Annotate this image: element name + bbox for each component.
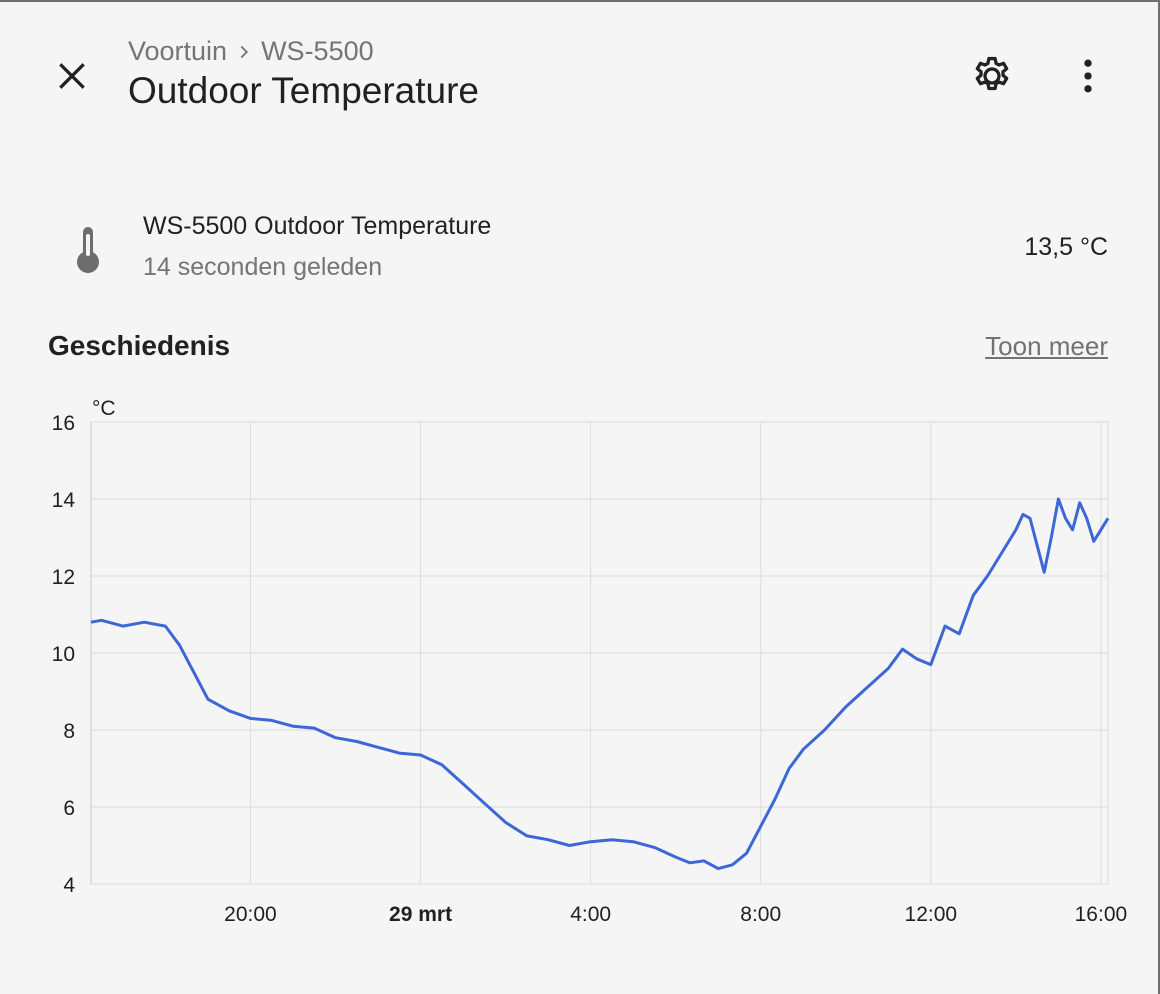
breadcrumb: Voortuin WS-5500 bbox=[128, 36, 374, 67]
x-tick-label: 12:00 bbox=[905, 903, 958, 926]
dialog-title: Outdoor Temperature bbox=[128, 70, 480, 111]
x-tick-label: 20:00 bbox=[224, 903, 277, 926]
show-more-link[interactable]: Toon meer bbox=[985, 331, 1108, 361]
x-tick-label: 4:00 bbox=[570, 903, 611, 926]
gear-icon bbox=[975, 56, 1009, 91]
y-axis-unit-label: °C bbox=[92, 397, 116, 420]
y-tick-label: 8 bbox=[63, 720, 75, 743]
chevron-right-icon bbox=[240, 45, 249, 58]
x-tick-label: 29 mrt bbox=[389, 903, 452, 926]
y-tick-label: 10 bbox=[52, 643, 75, 666]
close-button[interactable] bbox=[48, 52, 96, 100]
breadcrumb-device[interactable]: WS-5500 bbox=[261, 36, 374, 66]
entity-name: WS-5500 Outdoor Temperature bbox=[143, 212, 492, 240]
y-tick-label: 6 bbox=[63, 797, 75, 820]
close-icon bbox=[59, 63, 85, 89]
y-tick-label: 16 bbox=[52, 412, 75, 435]
settings-button[interactable] bbox=[966, 50, 1018, 102]
dots-vertical-icon bbox=[1084, 59, 1092, 93]
y-tick-label: 12 bbox=[52, 566, 75, 589]
entity-last-changed: 14 seconden geleden bbox=[143, 253, 383, 281]
y-tick-label: 14 bbox=[52, 489, 76, 512]
x-tick-label: 8:00 bbox=[740, 903, 781, 926]
entity-state-value: 13,5 °C bbox=[1024, 233, 1108, 261]
y-tick-label: 4 bbox=[63, 874, 75, 897]
breadcrumb-area[interactable]: Voortuin bbox=[128, 36, 228, 66]
history-heading: Geschiedenis bbox=[48, 330, 231, 361]
thermometer-icon bbox=[77, 227, 99, 273]
x-tick-label: 16:00 bbox=[1075, 903, 1128, 926]
series-line bbox=[90, 497, 1110, 871]
overflow-menu-button[interactable] bbox=[1062, 50, 1114, 102]
history-chart[interactable]: 4 6 8 10 12 14 16 °C 20:00 29 mrt 4:00 8:00 12:00 16:… bbox=[0, 382, 1158, 942]
